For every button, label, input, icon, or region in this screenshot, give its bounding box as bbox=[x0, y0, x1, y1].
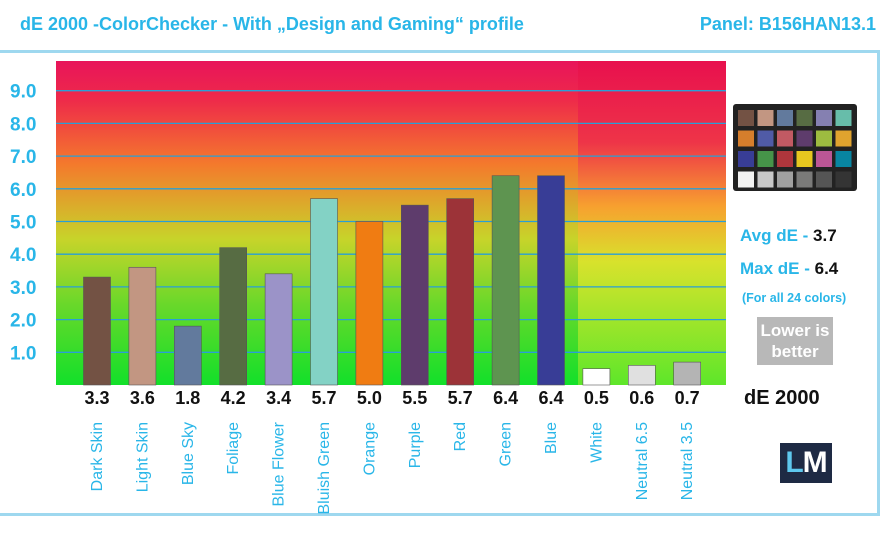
category-label: Green bbox=[498, 422, 515, 466]
bar bbox=[83, 276, 111, 386]
colorchecker-swatch bbox=[835, 171, 852, 188]
value-label: 0.5 bbox=[584, 388, 609, 408]
bar bbox=[491, 175, 520, 386]
value-label: 1.8 bbox=[175, 388, 200, 408]
category-label: Foliage bbox=[225, 422, 242, 475]
y-tick-label: 5.0 bbox=[10, 213, 36, 234]
colorchecker-swatch bbox=[835, 110, 852, 126]
colorchecker-swatch bbox=[796, 171, 813, 188]
bar bbox=[400, 204, 429, 386]
logo-letter-m: M bbox=[802, 446, 828, 479]
category-label: Bluish Green bbox=[316, 422, 333, 515]
max-de-label: Max dE - bbox=[740, 259, 815, 278]
y-tick-label: 8.0 bbox=[10, 114, 36, 135]
colorchecker-swatch bbox=[796, 110, 813, 126]
category-label: Dark Skin bbox=[89, 422, 106, 491]
chart-title: dE 2000 -ColorChecker - With „Design and… bbox=[20, 14, 524, 34]
avg-de: Avg dE - 3.7 bbox=[740, 226, 837, 246]
colorchecker-swatch bbox=[796, 130, 813, 147]
header: dE 2000 -ColorChecker - With „Design and… bbox=[0, 0, 890, 50]
value-label: 0.6 bbox=[629, 388, 654, 408]
y-tick-label: 2.0 bbox=[10, 311, 36, 332]
category-label: Orange bbox=[361, 422, 378, 475]
colorchecker-card bbox=[733, 104, 857, 191]
avg-de-value: 3.7 bbox=[813, 226, 837, 245]
value-label: 6.4 bbox=[493, 388, 518, 408]
colorchecker-swatch bbox=[835, 151, 852, 167]
y-tick-label: 3.0 bbox=[10, 278, 36, 299]
colorchecker-swatch bbox=[738, 171, 754, 188]
lower-line-1: Lower is bbox=[760, 321, 830, 340]
plot-background-neutral bbox=[578, 61, 726, 385]
y-tick-label: 1.0 bbox=[10, 343, 36, 364]
colorchecker-swatch bbox=[777, 151, 793, 167]
category-label: Blue Sky bbox=[180, 422, 197, 485]
bar bbox=[627, 365, 656, 386]
category-label: Blue Flower bbox=[271, 421, 288, 506]
colorchecker-swatch bbox=[757, 171, 774, 188]
laptopmedia-logo: LM bbox=[780, 443, 832, 483]
panel-label: Panel: B156HAN13.1 bbox=[699, 14, 876, 34]
value-label: 0.7 bbox=[675, 388, 700, 408]
bar bbox=[128, 266, 157, 386]
category-label: Red bbox=[452, 422, 469, 451]
y-tick-label: 9.0 bbox=[10, 82, 36, 103]
colorchecker-swatch bbox=[757, 130, 774, 147]
category-label: White bbox=[588, 422, 605, 463]
colorchecker-swatch bbox=[835, 130, 852, 147]
bar bbox=[446, 198, 475, 386]
colorchecker-swatch bbox=[777, 130, 793, 147]
value-label: 3.4 bbox=[266, 388, 291, 408]
value-label: 5.0 bbox=[357, 388, 382, 408]
colorchecker-swatch bbox=[816, 130, 832, 147]
colorchecker-swatch bbox=[777, 171, 793, 188]
value-label: 3.3 bbox=[84, 388, 109, 408]
colorchecker-swatch bbox=[816, 171, 832, 188]
avg-de-label: Avg dE - bbox=[740, 226, 814, 245]
value-label: 5.7 bbox=[311, 388, 336, 408]
colorchecker-swatch bbox=[738, 130, 754, 147]
value-label: 6.4 bbox=[538, 388, 563, 408]
colorchecker-swatch bbox=[796, 151, 813, 167]
y-tick-label: 7.0 bbox=[10, 147, 36, 168]
colorchecker-swatch bbox=[816, 110, 832, 126]
colorchecker-swatch bbox=[757, 110, 774, 126]
logo-letter-l: L bbox=[785, 446, 803, 479]
bar bbox=[264, 273, 293, 386]
colorchecker-swatch bbox=[738, 151, 754, 167]
chart-frame bbox=[0, 50, 880, 516]
category-label: Light Skin bbox=[134, 422, 151, 492]
category-label: Blue bbox=[543, 422, 560, 454]
category-label: Neutral 3.5 bbox=[679, 422, 696, 500]
category-label: Purple bbox=[407, 422, 424, 468]
bar bbox=[673, 361, 702, 386]
metric-label: dE 2000 bbox=[744, 387, 820, 409]
colorchecker-swatch bbox=[738, 110, 754, 126]
colorchecker-swatch bbox=[777, 110, 793, 126]
colorchecker-swatch bbox=[816, 151, 832, 167]
lower-is-better-badge: Lower is better bbox=[757, 317, 833, 365]
value-label: 4.2 bbox=[221, 388, 246, 408]
bar bbox=[537, 175, 565, 386]
max-de-value: 6.4 bbox=[814, 259, 839, 278]
value-label: 5.7 bbox=[448, 388, 473, 408]
lower-line-2: better bbox=[771, 342, 819, 361]
max-de: Max dE - 6.4 bbox=[740, 259, 838, 279]
bar bbox=[219, 247, 247, 386]
bar bbox=[355, 221, 384, 386]
value-label: 5.5 bbox=[402, 388, 427, 408]
colors-note: (For all 24 colors) bbox=[742, 291, 847, 305]
bar bbox=[582, 368, 611, 386]
bar bbox=[310, 198, 338, 386]
bar bbox=[174, 325, 202, 386]
category-label: Neutral 6.5 bbox=[634, 422, 651, 500]
y-tick-label: 6.0 bbox=[10, 180, 36, 201]
y-tick-label: 4.0 bbox=[10, 245, 36, 266]
value-label: 3.6 bbox=[130, 388, 155, 408]
colorchecker-swatch bbox=[757, 151, 774, 167]
